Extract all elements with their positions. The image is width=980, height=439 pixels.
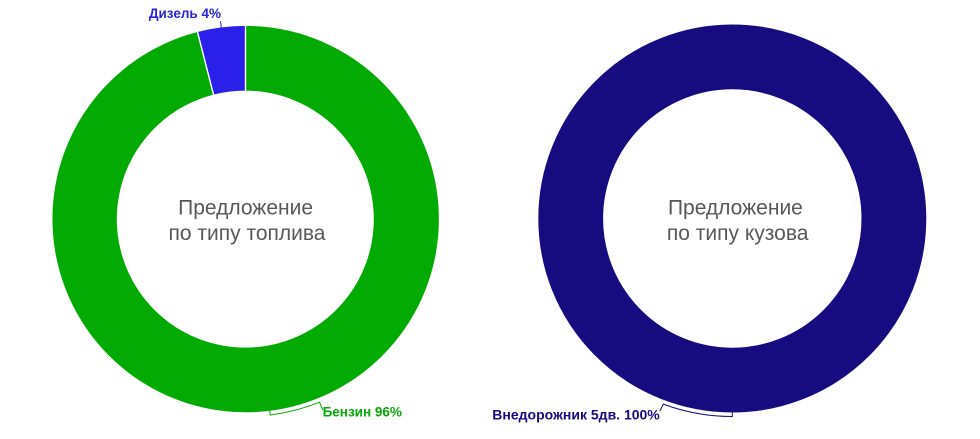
svg-text:Бензин 96%: Бензин 96%	[323, 405, 402, 420]
svg-text:по типу топлива: по типу топлива	[169, 222, 326, 245]
svg-text:по типу кузова: по типу кузова	[667, 222, 809, 245]
svg-text:Внедорожник 5дв. 100%: Внедорожник 5дв. 100%	[492, 406, 660, 422]
svg-text:Дизель 4%: Дизель 4%	[149, 6, 221, 21]
svg-text:Предложение: Предложение	[668, 197, 803, 220]
svg-text:Предложение: Предложение	[178, 197, 313, 220]
